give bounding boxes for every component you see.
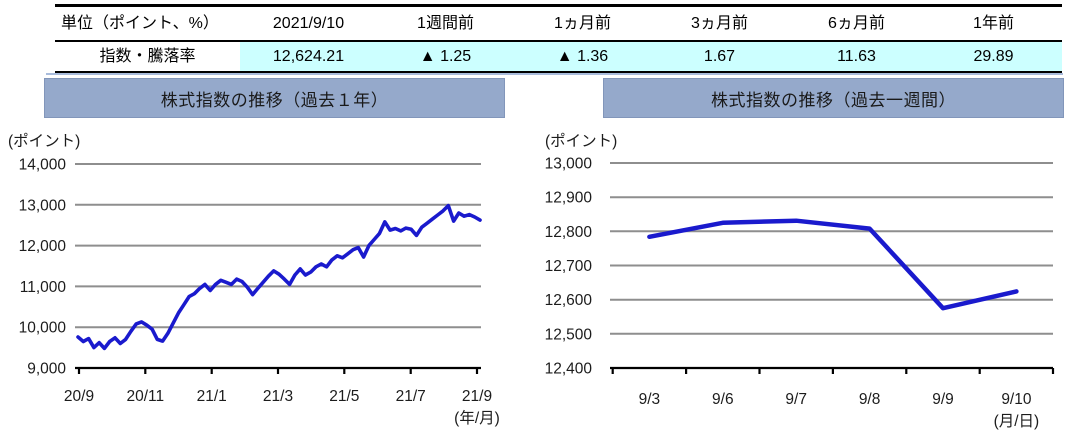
svg-text:12,700: 12,700 (545, 258, 593, 275)
svg-text:12,900: 12,900 (545, 190, 593, 207)
value-cell-1month: ▲ 1.36 (514, 41, 651, 73)
right-x-axis-unit-label: (月/日) (994, 413, 1040, 430)
row-label-cell: 指数・騰落率 (99, 47, 196, 65)
value-cell-1year: 29.89 (925, 41, 1062, 73)
right-chart-title: 株式指数の推移（過去一週間） (711, 90, 956, 110)
svg-text:9/3: 9/3 (639, 391, 661, 408)
svg-text:20/9: 20/9 (64, 388, 94, 405)
table-data-row: 指数・騰落率 12,624.21 ▲ 1.25 ▲ 1.36 1.67 11.6… (55, 41, 1062, 73)
svg-text:12,500: 12,500 (545, 326, 593, 343)
table-header-row: 単位（ポイント、%） 2021/9/10 1週間前 1ヵ月前 3ヵ月前 6ヵ月前… (55, 5, 1062, 42)
header-cell-unit: 単位（ポイント、%） (55, 5, 240, 42)
table-divider-line (46, 73, 1063, 75)
svg-text:12,800: 12,800 (545, 224, 593, 241)
right-chart-title-bar: 株式指数の推移（過去一週間） (603, 78, 1064, 118)
svg-text:13,000: 13,000 (545, 156, 593, 173)
svg-text:9/8: 9/8 (859, 391, 881, 408)
stock-index-1year-chart: (ポイント) (年/月) 9,000 10,000 11,000 12,000 13,0… (8, 132, 500, 427)
summary-table: 単位（ポイント、%） 2021/9/10 1週間前 1ヵ月前 3ヵ月前 6ヵ月前… (55, 4, 1062, 74)
svg-text:9/10: 9/10 (1001, 391, 1032, 408)
svg-text:11,000: 11,000 (20, 279, 67, 296)
header-cell-1week-ago: 1週間前 (377, 5, 514, 42)
header-cell-3months-ago: 3ヵ月前 (651, 5, 788, 42)
svg-text:12,600: 12,600 (545, 292, 593, 309)
svg-text:21/9: 21/9 (462, 388, 492, 405)
svg-text:12,000: 12,000 (19, 238, 67, 255)
value-cell-3months: 1.67 (651, 41, 788, 73)
svg-text:13,000: 13,000 (19, 197, 67, 214)
value-cell-1week: ▲ 1.25 (377, 41, 514, 73)
right-y-axis-unit-label: (ポイント) (545, 132, 617, 150)
svg-text:9/7: 9/7 (785, 391, 807, 408)
svg-text:21/7: 21/7 (396, 388, 426, 405)
value-cell-index: 12,624.21 (240, 41, 377, 73)
header-cell-1month-ago: 1ヵ月前 (514, 5, 651, 42)
svg-text:21/1: 21/1 (197, 388, 227, 405)
svg-text:21/3: 21/3 (263, 388, 293, 405)
svg-text:9/6: 9/6 (712, 391, 734, 408)
value-cell-6months: 11.63 (788, 41, 925, 73)
svg-text:21/5: 21/5 (329, 388, 359, 405)
svg-text:10,000: 10,000 (19, 320, 67, 337)
stock-index-1week-chart: (ポイント) (月/日) 12,400 12,500 12,600 12,700 12,… (545, 132, 1055, 430)
left-y-axis-unit-label: (ポイント) (8, 132, 80, 150)
header-cell-6months-ago: 6ヵ月前 (788, 5, 925, 42)
svg-text:9/9: 9/9 (932, 391, 954, 408)
svg-text:12,400: 12,400 (545, 361, 593, 378)
svg-text:9,000: 9,000 (27, 361, 66, 378)
svg-text:20/11: 20/11 (126, 388, 164, 405)
header-cell-1year-ago: 1年前 (925, 5, 1062, 42)
left-x-axis-unit-label: (年/月) (454, 409, 500, 427)
svg-text:14,000: 14,000 (19, 157, 67, 174)
left-chart-title: 株式指数の推移（過去１年） (160, 90, 389, 110)
header-cell-date: 2021/9/10 (240, 5, 377, 42)
left-chart-title-bar: 株式指数の推移（過去１年） (44, 78, 505, 118)
